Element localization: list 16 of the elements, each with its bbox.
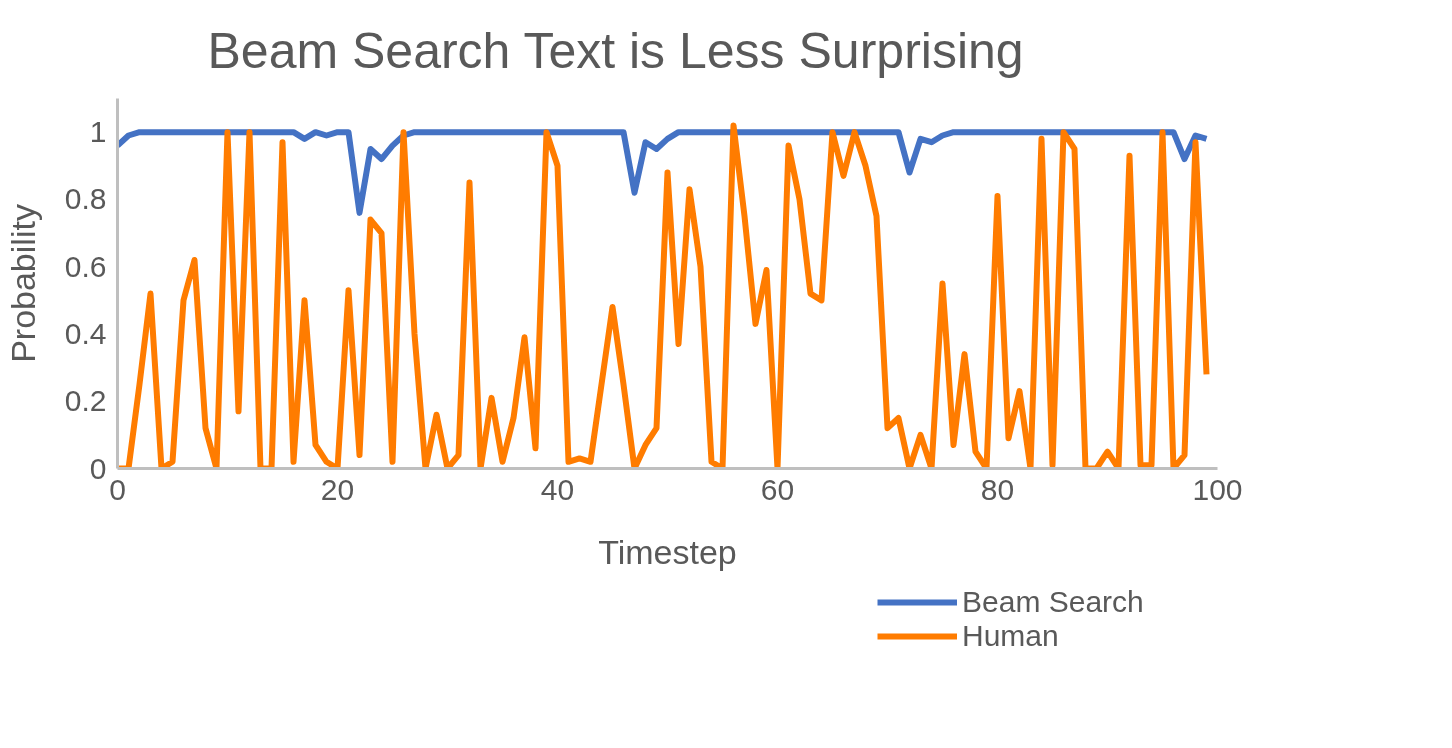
y-tick-label: 0 [89,451,107,485]
x-tick-label: 20 [320,472,355,506]
x-axis-title: Timestep [598,532,737,571]
legend-label: Beam Search [962,585,1144,619]
y-tick-label: 0.4 [64,316,107,350]
y-tick-label: 0.6 [64,249,107,283]
y-tick-label: 0.8 [64,182,107,216]
legend-label: Human [962,619,1059,653]
y-tick-label: 0.2 [64,384,107,418]
y-axis-title: Probability [3,204,42,363]
chart-title: Beam Search Text is Less Surprising [207,22,1024,79]
x-tick-label: 60 [760,472,795,506]
x-tick-label: 100 [1192,472,1243,506]
x-tick-label: 40 [540,472,575,506]
x-tick-label: 80 [980,472,1015,506]
y-tick-label: 1 [89,115,107,149]
